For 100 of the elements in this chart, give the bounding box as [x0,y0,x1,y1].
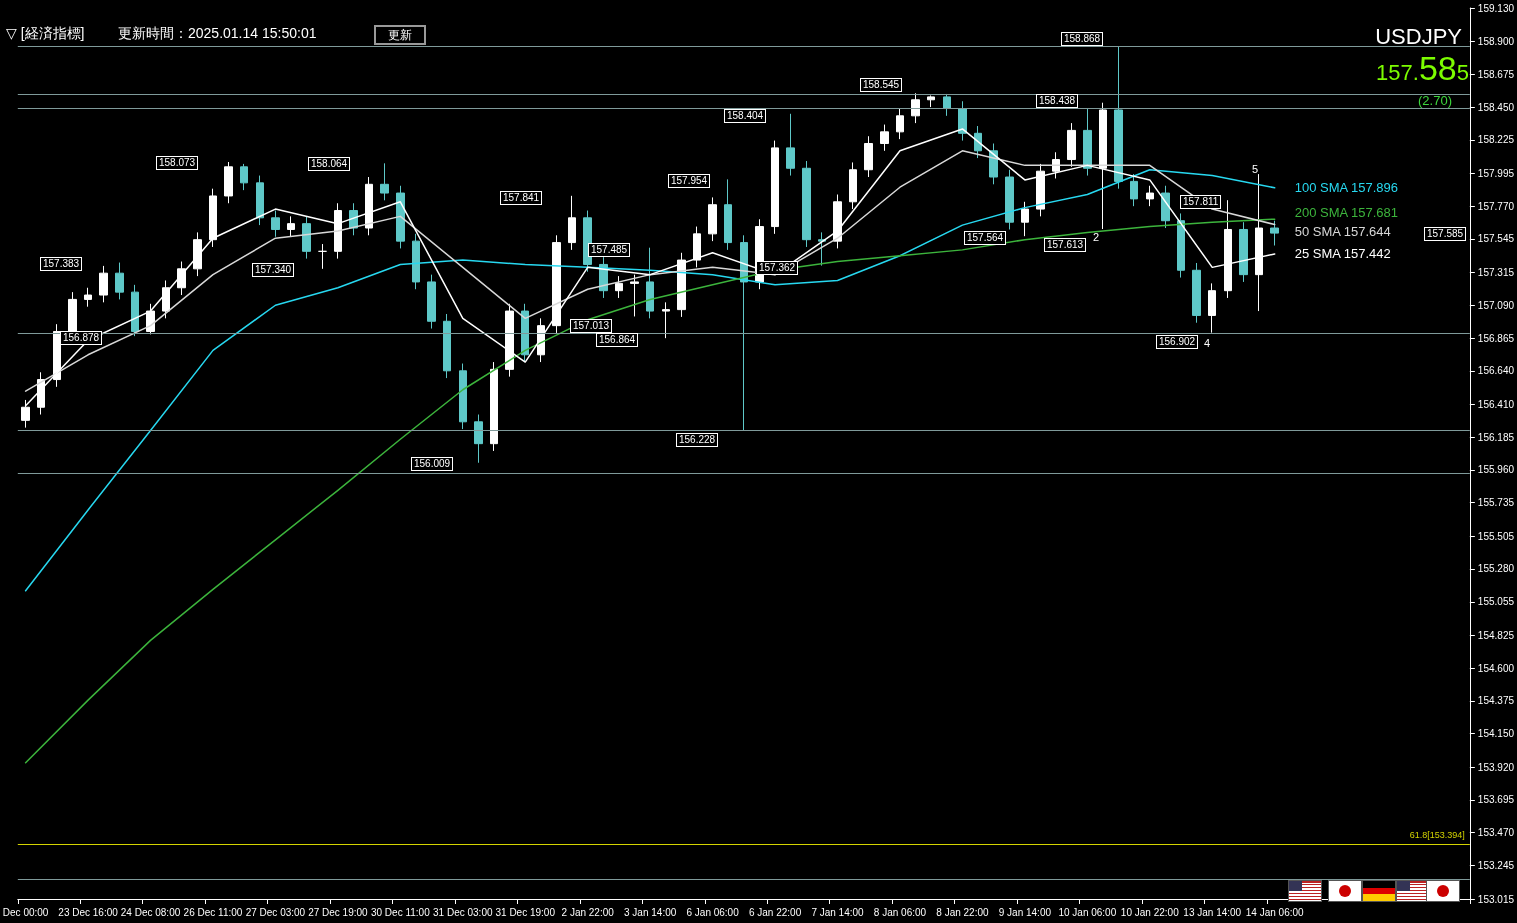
candlestick [1021,201,1029,237]
x-tick-label: 8 Jan 22:00 [936,906,989,918]
y-tick-label: 158.900 [1477,36,1515,48]
annotation: 158.064 [308,157,351,171]
candlestick [724,178,732,251]
x-tick-label: 9 Jan 14:00 [998,906,1052,918]
candlestick [1052,151,1060,179]
candlestick [615,275,623,299]
y-tick-label: 158.225 [1477,134,1515,146]
candlestick [662,301,670,339]
candlestick [302,215,311,260]
annotation: 157.013 [570,319,613,333]
candlestick [1270,220,1279,246]
annotation: 157.841 [500,191,543,205]
y-tick-label: 156.185 [1477,431,1515,443]
x-tick-label: 6 Jan 06:00 [686,906,740,918]
candlestick [1192,262,1201,324]
candlestick [99,265,108,303]
x-tick-label: 13 Jan 14:00 [1183,906,1242,918]
candlestick [974,125,982,159]
annotation: 157.340 [252,263,295,277]
annotation: 156.009 [411,457,454,471]
series-label: 25 SMA 157.442 [1294,246,1391,262]
candlestick [1177,212,1185,279]
x-tick-label: 10 Jan 06:00 [1058,906,1117,918]
candlestick [193,231,202,277]
annotation: 158.073 [156,156,199,170]
candlestick [427,274,436,330]
y-tick-label: 155.960 [1477,464,1515,476]
y-tick-label: 153.470 [1477,827,1515,839]
candlestick [786,113,795,177]
y-tick-label: 155.280 [1477,563,1515,575]
candlestick [459,363,467,430]
y-tick-label: 156.640 [1477,365,1515,377]
annotation: 157.613 [1044,238,1087,252]
candlestick [568,195,576,251]
y-tick-label: 154.150 [1477,728,1515,740]
candlestick [115,262,124,300]
candlestick [380,162,389,201]
candlestick [864,135,873,178]
y-tick-label: 157.315 [1477,266,1515,278]
candlestick [943,93,951,117]
y-tick-label: 156.410 [1477,398,1515,410]
series-label: 200 SMA 157.681 [1294,204,1399,220]
x-tick-label: 10 Jan 22:00 [1120,906,1180,918]
annotation: 157.954 [668,174,711,188]
candlestick [1114,45,1123,190]
annotation: 157.485 [588,243,631,257]
annotation: 156.864 [596,333,639,347]
annotation: 157.383 [40,257,83,271]
candlestick [521,303,529,363]
candlestick [896,108,904,140]
candlestick [880,124,889,152]
candlestick [1224,199,1232,299]
annotation: 更新 [374,25,426,45]
candlestick [177,261,186,296]
candlestick [162,279,170,319]
y-tick-label: 153.245 [1477,859,1515,871]
candlestick [1036,163,1045,217]
candlestick [84,287,92,308]
y-tick-label: 158.450 [1477,101,1515,113]
candlestick [1130,173,1138,207]
annotation: 更新時間：2025.01.14 15:50:01 [118,25,317,43]
y-tick-label: 155.505 [1477,530,1515,542]
candlestick [365,176,373,236]
annotation: 156.228 [676,433,719,447]
candlestick [1146,185,1154,207]
candlestick [833,194,842,249]
candlestick [1208,282,1216,334]
x-tick-label: 7 Jan 14:00 [811,906,865,918]
candlestick [490,361,498,452]
text: USDJPY [1375,23,1463,49]
x-tick-label: 8 Jan 06:00 [873,906,927,918]
candlestick [240,163,248,191]
candlestick [693,226,701,268]
y-tick-label: 157.995 [1477,167,1515,179]
y-tick-label: 153.920 [1477,761,1515,773]
candlestick [318,243,327,270]
candlestick [443,313,451,379]
y-tick-label: 157.545 [1477,233,1515,245]
annotation: 157.564 [964,231,1007,245]
candlestick [256,175,264,226]
candlestick [802,160,811,248]
x-tick-label: 2 Jan 22:00 [561,906,615,918]
x-tick-label: Dec 00:00 [2,906,49,918]
y-tick-label: 157.770 [1477,200,1515,212]
x-tick-label: 27 Dec 03:00 [245,906,306,918]
annotation: 158.545 [860,78,903,92]
candlestick [818,231,826,267]
line-series [24,218,1276,764]
y-tick-label: 154.375 [1477,695,1515,707]
series-label: 50 SMA 157.644 [1294,224,1391,240]
annotation: ▽ [経済指標] [6,25,85,43]
y-tick-label: 159.130 [1477,2,1515,14]
x-tick-label: 24 Dec 08:00 [120,906,181,918]
text: 157.58 [1376,49,1457,87]
y-tick-label: 154.825 [1477,629,1515,641]
candlestick [287,215,295,238]
annotation: 2 [1093,231,1100,243]
annotation: (2.70) [1418,93,1452,108]
